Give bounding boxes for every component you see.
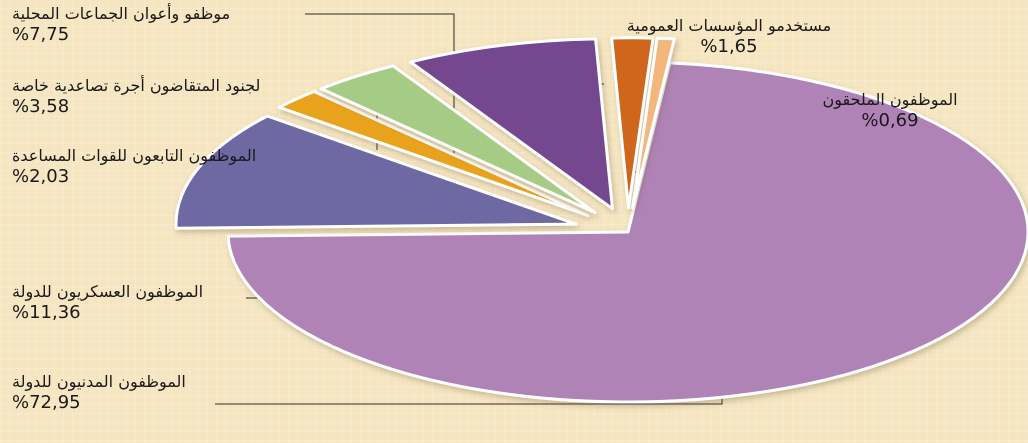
slice-label-attached: الموظفون الملحقون %0,69 bbox=[800, 90, 980, 133]
slice-label-auxiliary: الموظفون التابعون للقوات المساعدة %2,03 bbox=[12, 146, 256, 189]
slice-name-auxiliary: الموظفون التابعون للقوات المساعدة bbox=[12, 146, 257, 165]
pie-slices bbox=[174, 36, 1028, 404]
slice-label-special-pay: لجنود المتقاضون أجرة تصاعدية خاصة %3,58 bbox=[12, 76, 260, 119]
slice-name-military: الموظفون العسكريون للدولة bbox=[12, 282, 204, 301]
slice-name-civil: الموظفون المدنيون للدولة bbox=[12, 372, 186, 391]
slice-name-attached: الموظفون الملحقون bbox=[822, 90, 958, 109]
slice-value-attached: %0,69 bbox=[861, 110, 919, 131]
slice-value-military: %11,36 bbox=[12, 302, 81, 323]
slice-name-special-pay: لجنود المتقاضون أجرة تصاعدية خاصة bbox=[12, 76, 261, 95]
slice-value-local: %7,75 bbox=[12, 24, 70, 45]
slice-value-civil: %72,95 bbox=[12, 392, 81, 413]
slice-auxiliary bbox=[277, 90, 590, 217]
slice-local bbox=[409, 37, 614, 211]
slice-attached bbox=[631, 36, 676, 210]
slice-special-pay bbox=[319, 64, 597, 215]
slice-military bbox=[174, 114, 578, 230]
slice-value-auxiliary: %2,03 bbox=[12, 166, 70, 187]
slice-civil bbox=[226, 61, 1028, 404]
slice-label-civil: الموظفون المدنيون للدولة %72,95 bbox=[12, 372, 186, 415]
slice-value-public-institutions: %1,65 bbox=[700, 36, 758, 57]
slice-name-local: موظفو وأعوان الجماعات المحلية bbox=[12, 4, 231, 23]
slice-label-military: الموظفون العسكريون للدولة %11,36 bbox=[12, 282, 203, 325]
slice-public-institutions bbox=[610, 36, 655, 210]
slice-value-special-pay: %3,58 bbox=[12, 96, 70, 117]
slice-name-public-institutions: مستخدمو المؤسسات العمومية bbox=[626, 16, 832, 35]
slice-label-public-institutions: مستخدمو المؤسسات العمومية %1,65 bbox=[604, 16, 854, 59]
slice-label-local: موظفو وأعوان الجماعات المحلية %7,75 bbox=[12, 4, 230, 47]
